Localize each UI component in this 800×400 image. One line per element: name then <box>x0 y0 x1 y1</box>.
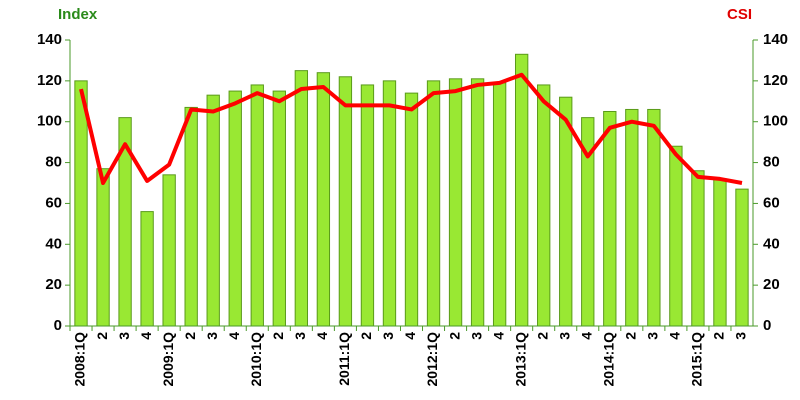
bar <box>470 78 485 327</box>
y-axis-label: Index <box>58 6 98 23</box>
x-tick-label: 2 <box>534 332 550 340</box>
x-tick-label: 3 <box>380 332 396 340</box>
x-tick-label: 2008:1Q <box>72 332 88 387</box>
bar <box>228 90 242 327</box>
bar <box>735 188 749 327</box>
x-tick-label: 3 <box>116 332 132 340</box>
y-tick-label: 0 <box>54 317 62 334</box>
y2-tick-label: 20 <box>763 276 780 293</box>
x-tick-label: 2 <box>446 332 462 340</box>
bar <box>559 96 573 327</box>
x-tick-label: 4 <box>402 332 418 340</box>
y2-axis-label: CSI <box>727 6 752 23</box>
bar <box>713 178 727 327</box>
x-tick-label: 3 <box>468 332 484 340</box>
x-tick-label: 3 <box>204 332 220 340</box>
bar <box>625 108 639 327</box>
bar <box>691 170 705 327</box>
y-tick-label: 140 <box>37 31 62 48</box>
x-tick-label: 2010:1Q <box>248 332 264 387</box>
y-tick-label: 120 <box>37 72 62 89</box>
bar <box>360 84 375 327</box>
x-tick-label: 3 <box>556 332 572 340</box>
x-tick-label: 4 <box>226 332 242 340</box>
y-tick-label: 80 <box>45 154 62 171</box>
bar <box>316 72 331 327</box>
x-tick-label: 4 <box>490 332 506 340</box>
y2-tick-label: 80 <box>763 154 780 171</box>
x-tick-label: 2 <box>623 332 639 340</box>
line <box>79 72 743 185</box>
bar <box>74 80 88 327</box>
bar <box>96 168 110 327</box>
bar <box>338 76 353 327</box>
bar <box>294 70 309 327</box>
x-tick-label: 2 <box>94 332 110 340</box>
x-tick-label: 2012:1Q <box>424 332 440 387</box>
x-tick-label: 2013:1Q <box>512 332 528 387</box>
bar <box>492 82 507 327</box>
y-tick-label: 60 <box>45 194 62 211</box>
x-tick-label: 4 <box>138 332 154 340</box>
bar <box>272 90 286 327</box>
bar <box>162 174 176 327</box>
bar <box>603 111 617 327</box>
y2-tick-label: 140 <box>763 31 788 48</box>
bar <box>537 84 551 327</box>
y2-tick-label: 120 <box>763 72 788 89</box>
x-tick-label: 2014:1Q <box>600 332 616 387</box>
y-tick-label: 40 <box>45 235 62 252</box>
bar <box>647 108 661 327</box>
bar <box>669 145 683 327</box>
y-tick-label: 100 <box>37 113 62 130</box>
y2-tick-label: 100 <box>763 113 788 130</box>
y2-tick-label: 0 <box>763 317 771 334</box>
x-tick-label: 4 <box>578 332 594 340</box>
x-tick-label: 2 <box>711 332 727 340</box>
bar <box>404 92 419 327</box>
x-tick-label: 2011:1Q <box>336 332 352 386</box>
x-tick-label: 3 <box>733 332 749 340</box>
x-tick-label: 2015:1Q <box>689 332 705 387</box>
bar <box>206 94 220 327</box>
x-tick-label: 3 <box>645 332 661 340</box>
bar <box>250 84 264 327</box>
y2-tick-label: 40 <box>763 235 780 252</box>
x-tick-label: 2 <box>182 332 198 340</box>
bar <box>448 78 463 327</box>
x-tick-label: 3 <box>292 332 308 340</box>
y-tick-label: 20 <box>45 276 62 293</box>
bar <box>140 211 154 327</box>
bar <box>426 80 441 327</box>
x-tick-label: 4 <box>667 332 683 340</box>
y2-tick-label: 60 <box>763 194 780 211</box>
bar <box>184 106 198 327</box>
x-tick-label: 4 <box>314 332 330 340</box>
x-tick-label: 2 <box>358 332 374 340</box>
bar <box>382 80 397 327</box>
x-tick-label: 2009:1Q <box>160 332 176 387</box>
bar <box>514 53 529 327</box>
x-tick-label: 2 <box>270 332 286 340</box>
